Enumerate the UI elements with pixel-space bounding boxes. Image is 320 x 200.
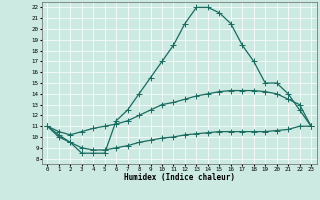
X-axis label: Humidex (Indice chaleur): Humidex (Indice chaleur): [124, 173, 235, 182]
